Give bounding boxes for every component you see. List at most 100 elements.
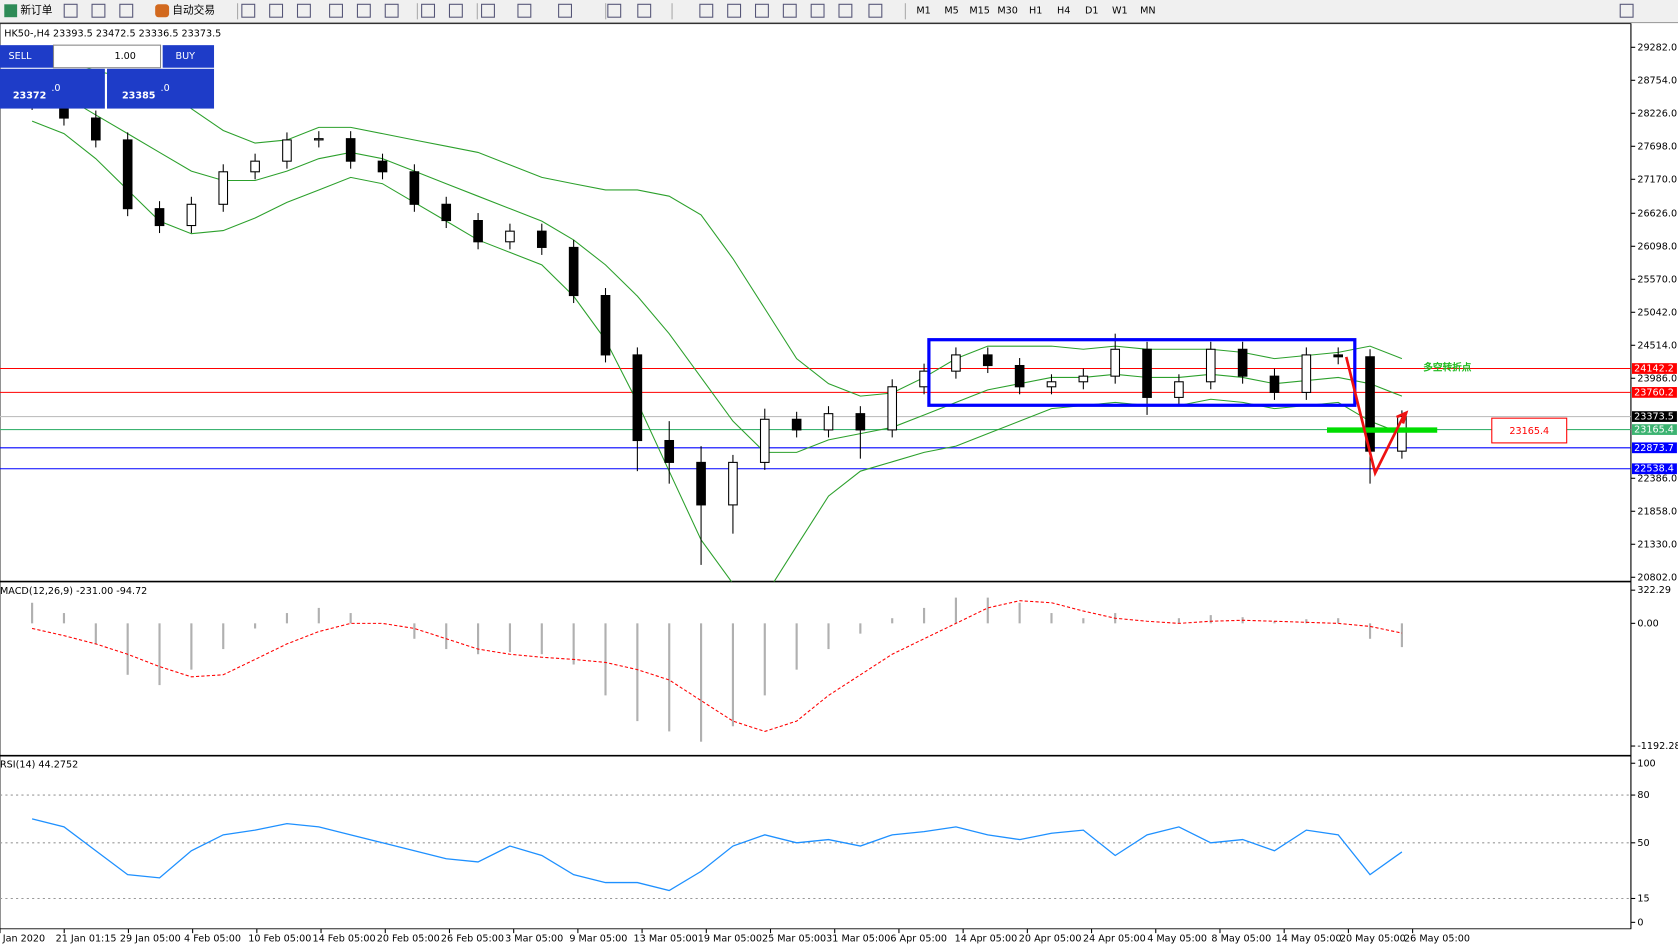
y-tick-label: 0.00	[1637, 618, 1658, 629]
macd-bar	[158, 623, 161, 686]
sell-price-panel[interactable]	[0, 68, 105, 109]
tool-icon[interactable]	[754, 3, 769, 18]
tool-icon[interactable]	[481, 3, 495, 18]
x-tick-label: 3 Mar 05:00	[505, 933, 563, 944]
tool-icon[interactable]	[637, 3, 652, 18]
tool-icon[interactable]	[329, 3, 343, 18]
tool-icon[interactable]	[448, 3, 463, 18]
tool-icon[interactable]	[296, 3, 311, 18]
tool-icon[interactable]	[421, 3, 436, 18]
lot-value[interactable]: 1.00	[114, 51, 135, 62]
price-level-tag	[1631, 363, 1677, 374]
timeframe-button[interactable]: W1	[1112, 6, 1128, 17]
turn-arrow	[1344, 356, 1406, 477]
x-tick-label: 29 Jan 05:00	[120, 933, 181, 944]
lot-field[interactable]	[52, 44, 162, 69]
macd-bar	[795, 623, 798, 670]
y-tick-label: -1192.28	[1637, 741, 1678, 752]
candle-body	[951, 354, 961, 372]
buy-price[interactable]: 23385	[122, 91, 156, 102]
candle-body	[728, 461, 738, 506]
tool-icon[interactable]	[91, 3, 106, 18]
candle-body	[218, 171, 229, 205]
tool-icon[interactable]	[607, 3, 622, 18]
tool-icon[interactable]	[241, 3, 256, 18]
y-tick-label: 15	[1637, 893, 1649, 904]
sell-label[interactable]: SELL	[9, 51, 33, 62]
macd-bar	[891, 618, 894, 624]
buy-price-panel[interactable]	[107, 68, 215, 109]
x-tick-label: 8 May 05:00	[1211, 933, 1271, 944]
y-tick-label: 26626.0	[1637, 208, 1677, 219]
timeframe-button[interactable]: M15	[969, 6, 990, 17]
new-order-icon[interactable]	[4, 4, 18, 18]
sell-price-tail[interactable]: .0	[51, 83, 60, 94]
x-tick-label: 14 May 05:00	[1276, 933, 1342, 944]
timeframe-button[interactable]: M1	[916, 6, 930, 17]
y-tick-label: 50	[1637, 838, 1649, 849]
macd-bar	[604, 623, 607, 696]
y-tick-label: 29282.0	[1637, 42, 1677, 53]
timeframe-button[interactable]: M5	[944, 6, 958, 17]
y-tick-label: 23986.0	[1637, 373, 1677, 384]
tool-icon[interactable]	[699, 3, 714, 18]
timeframe-button[interactable]: H4	[1057, 6, 1070, 17]
y-tick-label: 20802.0	[1637, 572, 1677, 583]
tool-icon[interactable]	[269, 3, 284, 18]
x-tick-label: 14 Feb 05:00	[312, 933, 375, 944]
tool-icon[interactable]	[782, 3, 797, 18]
candle-body	[154, 208, 165, 227]
candle-body	[441, 203, 452, 222]
timeframe-button[interactable]: D1	[1085, 6, 1099, 17]
x-tick-label: 9 Mar 05:00	[569, 933, 627, 944]
timeframe-button[interactable]: MN	[1140, 6, 1155, 17]
tool-icon[interactable]	[868, 3, 883, 18]
buy-price-tail[interactable]: .0	[161, 83, 170, 94]
candle-body	[759, 418, 770, 463]
sell-price[interactable]: 23372	[13, 91, 46, 102]
tool-icon[interactable]	[63, 3, 78, 18]
macd-bar	[922, 607, 926, 624]
candle-body	[855, 413, 866, 431]
price-level-label: 22873.7	[1634, 443, 1674, 454]
x-tick-label: 24 Apr 05:00	[1083, 933, 1146, 944]
tool-icon[interactable]	[558, 3, 572, 18]
tool-icon[interactable]	[356, 3, 371, 18]
macd-bar	[62, 613, 66, 624]
tool-icon[interactable]	[1619, 3, 1634, 18]
candle-body	[632, 354, 643, 442]
candle-body	[982, 354, 993, 367]
macd-bar	[1400, 623, 1403, 648]
arrow-head	[1396, 410, 1409, 424]
x-tick-label: 10 Feb 05:00	[248, 933, 311, 944]
auto-trading-button[interactable]: 自动交易	[172, 4, 215, 17]
price-level-tag	[1631, 424, 1677, 435]
tool-icon[interactable]	[384, 3, 399, 18]
tool-icon[interactable]	[810, 3, 825, 18]
tool-icon[interactable]	[517, 3, 532, 18]
buy-label[interactable]: BUY	[176, 51, 196, 62]
x-tick-label: 4 May 05:00	[1147, 933, 1207, 944]
candle-body	[122, 139, 133, 210]
buy-button[interactable]	[162, 45, 215, 68]
x-tick-label: 19 Mar 05:00	[698, 933, 762, 944]
price-level-label: 22538.4	[1634, 464, 1674, 475]
tool-icon[interactable]	[119, 3, 134, 18]
tool-icon[interactable]	[727, 3, 742, 18]
x-tick-label: 26 May 05:00	[1404, 933, 1470, 944]
new-order-button[interactable]: 新订单	[20, 4, 52, 17]
candle-body	[473, 220, 483, 243]
auto-trading-icon[interactable]	[155, 4, 170, 18]
candle-body	[313, 138, 324, 141]
timeframe-button[interactable]: M30	[997, 6, 1018, 17]
timeframe-button[interactable]: H1	[1029, 6, 1042, 17]
x-tick-label: 6 Apr 05:00	[890, 933, 947, 944]
price-box-text: 23165.4	[1509, 426, 1549, 437]
toolbar-icons: M1 M5 M15 M30 H1 H4 D1 W1 MN	[63, 3, 1634, 20]
macd-bar	[126, 623, 129, 675]
tool-icon[interactable]	[838, 3, 853, 18]
y-tick-label: 27170.0	[1637, 174, 1677, 185]
chart-header: HK50-,H4 23393.5 23472.5 23336.5 23373.5	[4, 28, 221, 39]
x-tick-label: 4 Feb 05:00	[184, 933, 241, 944]
